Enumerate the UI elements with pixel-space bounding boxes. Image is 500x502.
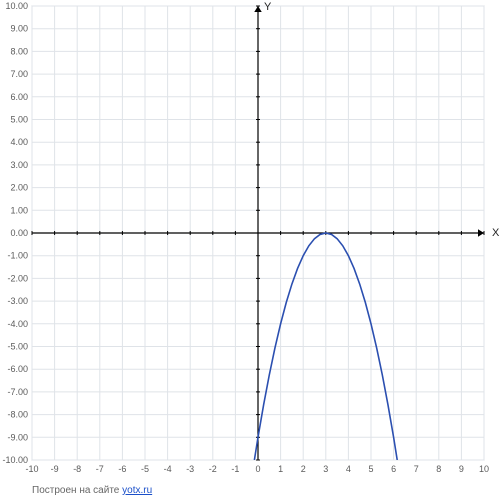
y-tick-label: 10.00 (5, 1, 28, 11)
y-tick-label: -10.00 (2, 455, 28, 465)
x-tick-label: -1 (231, 464, 239, 474)
y-tick-label: -2.00 (7, 273, 28, 283)
x-tick-label: 9 (459, 464, 464, 474)
y-tick-label: 4.00 (10, 137, 28, 147)
x-tick-label: 4 (346, 464, 351, 474)
x-tick-label: -10 (25, 464, 38, 474)
x-tick-label: -5 (141, 464, 149, 474)
x-tick-label: 1 (278, 464, 283, 474)
x-tick-label: 2 (301, 464, 306, 474)
plot-svg: -10-9-8-7-6-5-4-3-2-1012345678910-10.00-… (0, 0, 500, 502)
x-tick-label: 3 (323, 464, 328, 474)
x-tick-label: 10 (479, 464, 489, 474)
y-tick-label: -3.00 (7, 296, 28, 306)
y-tick-label: 2.00 (10, 183, 28, 193)
y-tick-label: -1.00 (7, 251, 28, 261)
y-axis-label: Y (264, 1, 272, 13)
y-tick-label: 6.00 (10, 92, 28, 102)
x-tick-label: 6 (391, 464, 396, 474)
attribution-prefix: Построен на сайте (32, 485, 122, 496)
x-tick-label: -9 (51, 464, 59, 474)
y-tick-label: -4.00 (7, 319, 28, 329)
x-tick-label: -8 (73, 464, 81, 474)
y-tick-label: -7.00 (7, 387, 28, 397)
y-tick-label: -8.00 (7, 410, 28, 420)
y-tick-label: 9.00 (10, 24, 28, 34)
x-axis-label: X (492, 227, 500, 239)
x-tick-label: -3 (186, 464, 194, 474)
y-tick-label: 3.00 (10, 160, 28, 170)
x-tick-label: -2 (209, 464, 217, 474)
x-tick-label: 0 (255, 464, 260, 474)
y-tick-label: 1.00 (10, 205, 28, 215)
x-tick-label: -7 (96, 464, 104, 474)
y-tick-label: -9.00 (7, 432, 28, 442)
chart-container: -10-9-8-7-6-5-4-3-2-1012345678910-10.00-… (0, 0, 500, 502)
y-tick-label: 5.00 (10, 115, 28, 125)
x-tick-label: -6 (118, 464, 126, 474)
y-tick-label: 0.00 (10, 228, 28, 238)
y-tick-label: 8.00 (10, 46, 28, 56)
x-tick-label: 7 (414, 464, 419, 474)
attribution-link[interactable]: yotx.ru (122, 485, 152, 496)
x-tick-label: 8 (436, 464, 441, 474)
attribution: Построен на сайте yotx.ru (32, 485, 152, 496)
y-tick-label: -6.00 (7, 364, 28, 374)
x-tick-label: 5 (368, 464, 373, 474)
y-tick-label: 7.00 (10, 69, 28, 79)
y-tick-label: -5.00 (7, 342, 28, 352)
x-tick-label: -4 (164, 464, 172, 474)
